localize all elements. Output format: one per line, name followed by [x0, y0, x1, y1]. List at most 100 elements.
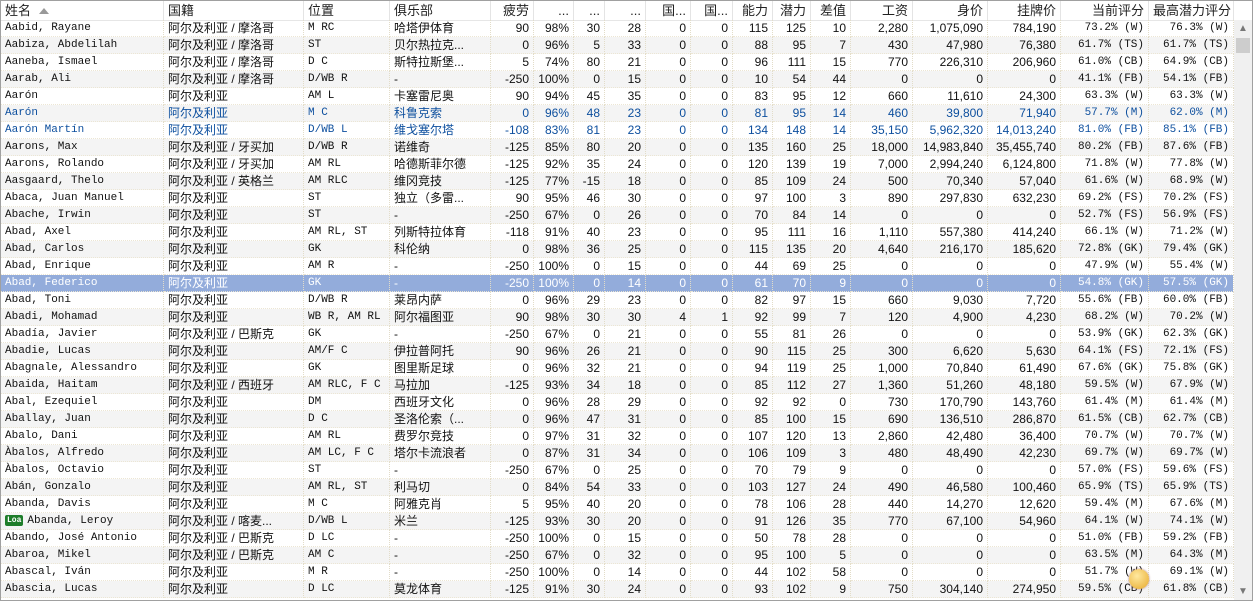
table-row[interactable]: Aaneba, Ismael 阿尔及利亚 / 摩洛哥 D C 斯特拉斯堡... 5 74%… — [1, 54, 1234, 71]
cell-nationality: 阿尔及利亚 / 摩洛哥 — [164, 20, 304, 37]
sort-ascending-icon[interactable] — [39, 8, 50, 14]
cell-col7: 0 — [574, 462, 605, 479]
table-row[interactable]: Abal, Ezequiel 阿尔及利亚 DM 西班牙文化 0 96% 28 29 0 0 92 92… — [1, 394, 1234, 411]
table-row[interactable]: Aarón 阿尔及利亚 M C 科鲁克索 0 96% 48 23 0 0 81 95 14 460 39,8… — [1, 105, 1234, 122]
column-header-ability[interactable]: 能力 — [733, 1, 773, 20]
table-row[interactable]: Abanda, Davis 阿尔及利亚 M C 阿雅克肖 5 95% 40 20 0 0 78 106… — [1, 496, 1234, 513]
cell-text: 23 — [627, 293, 641, 307]
column-header-diff[interactable]: 差值 — [811, 1, 851, 20]
cell-text: 95% — [544, 497, 569, 511]
table-row[interactable]: Abad, Toni 阿尔及利亚 D/WB R 莱昂内萨 0 96% 29 23 0 0 82 97 1… — [1, 292, 1234, 309]
scroll-down-arrow-icon[interactable]: ▼ — [1238, 586, 1248, 597]
cell-diff: 0 — [811, 394, 851, 411]
table-row[interactable]: Aarab, Ali 阿尔及利亚 / 摩洛哥 D/WB R - -250 100% 0 15 0… — [1, 71, 1234, 88]
table-row[interactable]: Aarón 阿尔及利亚 AM L 卡塞雷尼奥 90 94% 45 35 0 0 83 95 12 660 1… — [1, 88, 1234, 105]
table-row[interactable]: Àbalos, Alfredo 阿尔及利亚 AM LC, F C 塔尔卡流浪者 0 87%… — [1, 445, 1234, 462]
column-header-col8[interactable]: ... — [605, 1, 646, 20]
cell-text: -125 — [504, 157, 529, 171]
cell-text: 44 — [754, 565, 768, 579]
cell-text: 21 — [627, 344, 641, 358]
column-header-fatigue[interactable]: 疲劳 — [491, 1, 534, 20]
cell-text: 216,170 — [939, 242, 983, 256]
cell-text: 460 — [887, 106, 908, 120]
cell-nat2: 0 — [691, 411, 733, 428]
cell-potential: 54 — [773, 71, 811, 88]
table-row[interactable]: Abascia, Lucas 阿尔及利亚 D LC 莫龙体育 -125 91% 30 24 0 0… — [1, 581, 1234, 598]
table-row[interactable]: Aarons, Rolando 阿尔及利亚 / 牙买加 AM RL 哈德斯菲尔德 -12… — [1, 156, 1234, 173]
table-row[interactable]: Abaroa, Mikel 阿尔及利亚 / 巴斯克 AM C - -250 67% 0 32 0… — [1, 547, 1234, 564]
table-row[interactable]: Abalo, Dani 阿尔及利亚 AM RL 费罗尔竞技 0 97% 31 32 0 0 107 1… — [1, 428, 1234, 445]
table-row[interactable]: Abadie, Lucas 阿尔及利亚 AM/F C 伊拉普阿托 90 96% 26 21 0 0… — [1, 343, 1234, 360]
vertical-scrollbar[interactable]: ▲ ▼ — [1234, 20, 1252, 600]
table-row[interactable]: Abad, Federico 阿尔及利亚 GK - -250 100% 0 14 0 0 61 70 9… — [1, 275, 1234, 292]
column-header-nat2[interactable]: 国... — [691, 1, 733, 20]
cell-text: 61.0% (CB) — [1077, 56, 1144, 68]
table-row[interactable]: Abadi, Mohamad 阿尔及利亚 WB R, AM RL 阿尔福图亚 90 98%… — [1, 309, 1234, 326]
cell-current-rating: 66.1% (W) — [1061, 224, 1149, 241]
column-header-nat1[interactable]: 国... — [646, 1, 691, 20]
table-row[interactable]: Abaida, Haitam 阿尔及利亚 / 西班牙 AM RLC, F C 马拉加 -… — [1, 377, 1234, 394]
column-header-nationality[interactable]: 国籍 — [164, 1, 304, 20]
table-row[interactable]: Aarón Martín 阿尔及利亚 D/WB L 维戈塞尔塔 -108 83% 81 23 0… — [1, 122, 1234, 139]
table-row[interactable]: Abad, Enrique 阿尔及利亚 AM R - -250 100% 0 15 0 0 44 69… — [1, 258, 1234, 275]
table-row[interactable]: Abán, Gonzalo 阿尔及利亚 AM RL, ST 利马切 0 84% 54 33 0 0… — [1, 479, 1234, 496]
cell-text: 770 — [887, 55, 908, 69]
cell-nationality: 阿尔及利亚 — [164, 564, 304, 581]
table-row[interactable]: Àbalos, Octavio 阿尔及利亚 ST - -250 67% 0 25 0 0 70 79 9… — [1, 462, 1234, 479]
cell-fatigue: -125 — [491, 139, 534, 156]
column-header-position[interactable]: 位置 — [304, 1, 390, 20]
cell-text: D/WB L — [308, 124, 348, 136]
cell-col6: 96% — [534, 292, 574, 309]
table-row[interactable]: Aballay, Juan 阿尔及利亚 D C 圣洛伦索（... 0 96% 47 31 0 0 8… — [1, 411, 1234, 428]
table-row[interactable]: Abascal, Iván 阿尔及利亚 M R - -250 100% 0 14 0 0 44 102… — [1, 564, 1234, 581]
table-row[interactable]: Abadía, Javier 阿尔及利亚 / 巴斯克 GK - -250 67% 0 21 0 0… — [1, 326, 1234, 343]
column-header-asking-price[interactable]: 挂牌价 — [988, 1, 1061, 20]
column-header-max-potential-rating[interactable]: 最高潜力评分 — [1149, 1, 1234, 20]
table-row[interactable]: Abad, Axel 阿尔及利亚 AM RL, ST 列斯特拉体育 -118 91% 40 2… — [1, 224, 1234, 241]
column-header-potential[interactable]: 潜力 — [773, 1, 811, 20]
table-row[interactable]: Abad, Carlos 阿尔及利亚 GK 科伦纳 0 98% 36 25 0 0 115 135 20… — [1, 241, 1234, 258]
table-row[interactable]: Aasgaard, Thelo 阿尔及利亚 / 英格兰 AM RLC 维冈竞技 -125… — [1, 173, 1234, 190]
cell-text: 科伦纳 — [394, 242, 431, 256]
cell-col6: 84% — [534, 479, 574, 496]
column-header-club[interactable]: 俱乐部 — [390, 1, 491, 20]
column-header-value[interactable]: 身价 — [913, 1, 988, 20]
cell-text: 62.0% (M) — [1169, 107, 1229, 119]
cell-text: 维戈塞尔塔 — [394, 123, 455, 137]
cell-ability: 90 — [733, 343, 773, 360]
table-row[interactable]: Aabiza, Abdelilah 阿尔及利亚 / 摩洛哥 ST 贝尔热拉克... 0 9… — [1, 37, 1234, 54]
cell-position: ST — [304, 190, 390, 207]
table-row[interactable]: Aarons, Max 阿尔及利亚 / 牙买加 D/WB R 诺维奇 -125 85% 80… — [1, 139, 1234, 156]
cell-text: 0 — [522, 38, 529, 52]
cell-text: 0 — [976, 208, 983, 222]
cell-ability: 44 — [733, 258, 773, 275]
table-row[interactable]: Abaca, Juan Manuel 阿尔及利亚 ST 独立（多雷... 90 95% 46… — [1, 190, 1234, 207]
column-header-col7[interactable]: ... — [574, 1, 605, 20]
table-row[interactable]: Abagnale, Alessandro 阿尔及利亚 GK 图里斯足球 0 96% 32 21… — [1, 360, 1234, 377]
cell-nat2: 0 — [691, 156, 733, 173]
cell-text: Aarons, Max — [5, 141, 78, 153]
cell-diff: 24 — [811, 173, 851, 190]
cell-fatigue: 0 — [491, 428, 534, 445]
column-header-wage[interactable]: 工资 — [851, 1, 913, 20]
cell-ability: 94 — [733, 360, 773, 377]
table-row[interactable]: Aabid, Rayane 阿尔及利亚 / 摩洛哥 M RC 哈塔伊体育 90 98% 30… — [1, 20, 1234, 37]
table-row[interactable]: Abando, José Antonio 阿尔及利亚 / 巴斯克 D LC - -250… — [1, 530, 1234, 547]
cell-diff: 20 — [811, 241, 851, 258]
scrollbar-thumb[interactable] — [1236, 38, 1250, 53]
cell-text: 0 — [721, 293, 728, 307]
scroll-up-arrow-icon[interactable]: ▲ — [1238, 23, 1248, 34]
column-header-name[interactable]: 姓名 — [1, 1, 164, 20]
cell-value: 304,140 — [913, 581, 988, 598]
table-row[interactable]: Loa Abanda, Leroy 阿尔及利亚 / 喀麦... D/WB L 米兰 -12… — [1, 513, 1234, 530]
column-header-current-rating[interactable]: 当前评分 — [1061, 1, 1149, 20]
column-header-col6[interactable]: ... — [534, 1, 574, 20]
cell-value: 0 — [913, 275, 988, 292]
cell-text: 97 — [792, 293, 806, 307]
cell-text: 84 — [792, 208, 806, 222]
mascot-icon[interactable] — [1129, 569, 1149, 589]
table-row[interactable]: Abache, Irwin 阿尔及利亚 ST - -250 67% 0 26 0 0 70 84 14 0… — [1, 207, 1234, 224]
cell-text: 0 — [522, 429, 529, 443]
cell-current-rating: 57.0% (FS) — [1061, 462, 1149, 479]
cell-col8: 30 — [605, 309, 646, 326]
